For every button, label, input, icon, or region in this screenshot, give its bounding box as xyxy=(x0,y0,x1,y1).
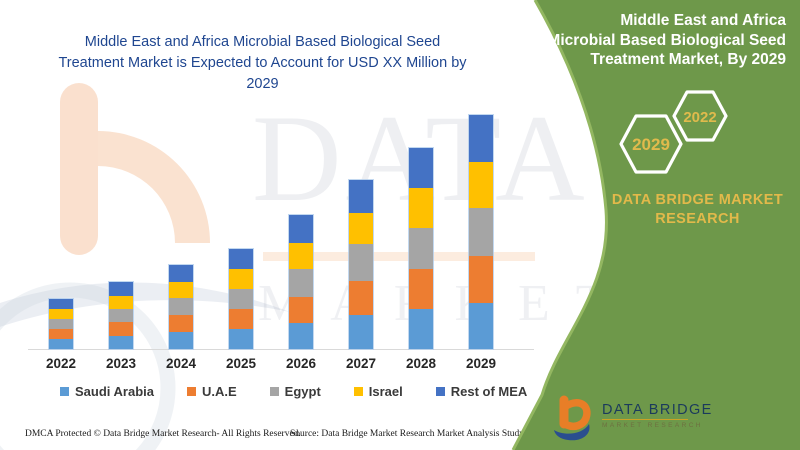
x-axis-label-2027: 2027 xyxy=(345,356,377,371)
stacked-bar-2027 xyxy=(349,180,373,349)
bar-segment-2029-saudi-arabia xyxy=(469,303,493,349)
panel-title-line-2: Microbial Based Biological Seed xyxy=(547,31,786,49)
bar-segment-2024-rest-of-mea xyxy=(169,265,193,282)
x-axis-label-2025: 2025 xyxy=(225,356,257,371)
bar-segment-2029-egypt xyxy=(469,208,493,256)
chart-title-line-1: Middle East and Africa Microbial Based B… xyxy=(84,34,441,50)
brand-name: DATA BRIDGE MARKET RESEARCH xyxy=(595,191,800,229)
bar-segment-2022-rest-of-mea xyxy=(49,299,73,309)
logo-subtext: MARKET RESEARCH xyxy=(602,422,703,429)
legend-item-rest-of-mea: Rest of MEA xyxy=(435,384,528,399)
bar-segment-2024-saudi-arabia xyxy=(169,332,193,349)
legend-label: Rest of MEA xyxy=(450,384,528,399)
bar-segment-2023-u-a-e xyxy=(109,322,133,336)
bar-segment-2026-saudi-arabia xyxy=(289,323,313,349)
bar-segment-2025-rest-of-mea xyxy=(229,249,253,269)
bar-segment-2022-u-a-e xyxy=(49,329,73,339)
x-axis-label-2022: 2022 xyxy=(45,356,77,371)
bar-segment-2026-egypt xyxy=(289,269,313,297)
stacked-bar-2029 xyxy=(469,115,493,349)
legend-swatch-icon xyxy=(269,387,279,396)
logo-underline xyxy=(602,419,688,420)
brand-line-2: RESEARCH xyxy=(655,211,740,227)
bar-segment-2023-israel xyxy=(109,296,133,309)
stacked-bar-2025 xyxy=(229,249,253,349)
source-note: Source: Data Bridge Market Research Mark… xyxy=(290,429,546,439)
legend-label: U.A.E xyxy=(201,384,237,399)
bar-segment-2025-u-a-e xyxy=(229,309,253,329)
x-axis-label-2024: 2024 xyxy=(165,356,197,371)
stacked-bar-2022 xyxy=(49,299,73,349)
legend-label: Israel xyxy=(368,384,403,399)
bar-segment-2024-egypt xyxy=(169,298,193,315)
bar-segment-2024-israel xyxy=(169,282,193,298)
legend-item-saudi-arabia: Saudi Arabia xyxy=(60,384,154,399)
legend-swatch-icon xyxy=(186,387,196,396)
bar-segment-2022-saudi-arabia xyxy=(49,339,73,349)
chart-title-line-3: 2029 xyxy=(246,76,279,92)
legend-item-egypt: Egypt xyxy=(269,384,321,399)
bar-segment-2026-rest-of-mea xyxy=(289,215,313,243)
bar-segment-2026-israel xyxy=(289,243,313,269)
bar-segment-2027-saudi-arabia xyxy=(349,315,373,349)
legend-swatch-icon xyxy=(353,387,363,396)
chart-legend: Saudi Arabia U.A.E Egypt Israel Rest of MEA xyxy=(60,384,527,399)
bar-segment-2029-u-a-e xyxy=(469,256,493,303)
bar-segment-2028-israel xyxy=(409,188,433,228)
bar-segment-2022-egypt xyxy=(49,319,73,329)
bar-segment-2025-egypt xyxy=(229,289,253,309)
bar-segment-2023-saudi-arabia xyxy=(109,336,133,349)
bar-segment-2027-egypt xyxy=(349,244,373,281)
chart-title-line-2: Treatment Market is Expected to Account … xyxy=(58,55,467,71)
legend-item-u-a-e: U.A.E xyxy=(186,384,237,399)
panel-title-line-1: Middle East and Africa xyxy=(620,12,786,29)
stacked-bar-2024 xyxy=(169,265,193,349)
brand-line-1: DATA BRIDGE MARKET xyxy=(611,192,784,208)
bar-segment-2029-rest-of-mea xyxy=(469,115,493,162)
bar-segment-2026-u-a-e xyxy=(289,297,313,323)
bar-segment-2025-saudi-arabia xyxy=(229,329,253,349)
legend-swatch-icon xyxy=(60,387,69,396)
chart-title: Middle East and Africa Microbial Based B… xyxy=(0,32,525,95)
stacked-bar-2023 xyxy=(109,282,133,349)
stacked-bar-2028 xyxy=(409,148,433,349)
legend-label: Egypt xyxy=(284,384,321,399)
legend-item-israel: Israel xyxy=(353,384,403,399)
x-axis-label-2023: 2023 xyxy=(105,356,137,371)
bar-segment-2023-rest-of-mea xyxy=(109,282,133,296)
x-axis-line xyxy=(28,349,534,350)
bar-segment-2023-egypt xyxy=(109,309,133,322)
legend-swatch-icon xyxy=(435,387,445,396)
bar-segment-2027-rest-of-mea xyxy=(349,180,373,213)
bar-segment-2028-egypt xyxy=(409,228,433,269)
hexagon-2022-label: 2022 xyxy=(683,109,716,126)
year-hexagons: 2029 2022 xyxy=(619,90,728,174)
legend-label: Saudi Arabia xyxy=(75,384,154,399)
bar-segment-2028-rest-of-mea xyxy=(409,148,433,188)
hexagon-2029-label: 2029 xyxy=(632,135,670,154)
stacked-bar-2026 xyxy=(289,215,313,349)
bar-segment-2022-israel xyxy=(49,309,73,319)
bar-segment-2028-saudi-arabia xyxy=(409,309,433,349)
bar-segment-2028-u-a-e xyxy=(409,269,433,309)
bar-chart xyxy=(49,115,493,349)
x-axis-label-2026: 2026 xyxy=(285,356,317,371)
bar-segment-2025-israel xyxy=(229,269,253,289)
dmca-notice: DMCA Protected © Data Bridge Market Rese… xyxy=(25,429,301,439)
logo-wordmark: DATA BRIDGE xyxy=(602,402,713,418)
x-axis-label-2029: 2029 xyxy=(465,356,497,371)
panel-title: Middle East and Africa Microbial Based B… xyxy=(506,11,786,70)
bar-segment-2024-u-a-e xyxy=(169,315,193,332)
bar-segment-2027-israel xyxy=(349,213,373,244)
bar-segment-2029-israel xyxy=(469,162,493,208)
x-axis-label-2028: 2028 xyxy=(405,356,437,371)
logo-b-bowl xyxy=(562,399,591,431)
panel-title-line-3: Treatment Market, By 2029 xyxy=(590,51,786,68)
bar-segment-2027-u-a-e xyxy=(349,281,373,315)
databridge-logo-icon xyxy=(554,395,591,441)
